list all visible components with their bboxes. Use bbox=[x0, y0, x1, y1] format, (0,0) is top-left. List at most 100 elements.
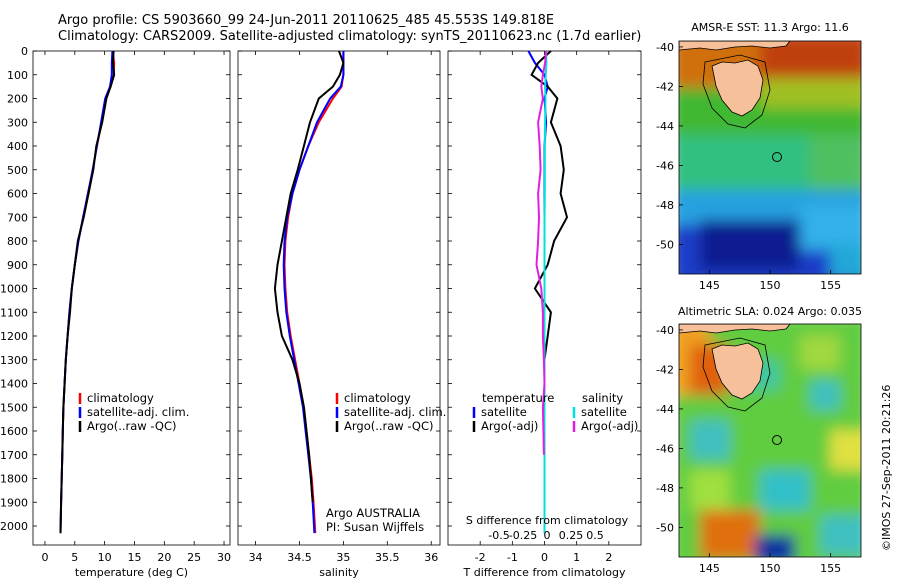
x-tick-label: 0 bbox=[41, 551, 48, 564]
sst-field bbox=[679, 41, 861, 274]
legend-label: satellite bbox=[481, 405, 527, 419]
map-y-tick-label: -46 bbox=[656, 159, 674, 172]
x-tick-label: 25 bbox=[187, 551, 201, 564]
sla-field bbox=[679, 324, 861, 557]
sla-map-panel: Altimetric SLA: 0.024 Argo: 0.035 bbox=[656, 305, 862, 575]
y-tick-label: 700 bbox=[7, 211, 28, 224]
axes-frame bbox=[237, 50, 441, 546]
series-line-s-argo-adj- bbox=[535, 50, 548, 455]
map-y-tick-label: -44 bbox=[656, 120, 674, 133]
s-tick-label: -0.25 bbox=[509, 529, 537, 542]
map-x-tick-label: 150 bbox=[760, 562, 781, 575]
y-tick-label: 300 bbox=[7, 116, 28, 129]
shelf-contour bbox=[702, 54, 771, 129]
legend-title-temperature: temperature bbox=[482, 391, 554, 405]
mainland-land bbox=[679, 41, 791, 51]
y-tick-label: 0 bbox=[21, 45, 28, 58]
map-x-tick-label: 150 bbox=[760, 279, 781, 292]
legend-label: Argo(..raw -QC) bbox=[344, 419, 434, 433]
y-tick-label: 1400 bbox=[0, 378, 28, 391]
y-tick-label: 100 bbox=[7, 69, 28, 82]
map-y-tick-label: -50 bbox=[656, 521, 674, 534]
legend-title-salinity: salinity bbox=[582, 391, 623, 405]
y-tick-label: 400 bbox=[7, 140, 28, 153]
y-tick-label: 500 bbox=[7, 164, 28, 177]
x-tick-label: -1 bbox=[507, 551, 518, 564]
legend-label: Argo(-adj) bbox=[581, 419, 638, 433]
map-y-tick-label: -42 bbox=[656, 80, 674, 93]
x-tick-label: 1 bbox=[573, 551, 580, 564]
sst-map-panel: AMSR-E SST: 11.3 Argo: 11.6 145 150 155 -40 bbox=[656, 21, 862, 292]
y-tick-label: 200 bbox=[7, 93, 28, 106]
axes-frame bbox=[32, 50, 231, 546]
x-axis-label: temperature (deg C) bbox=[75, 566, 188, 579]
x-tick-label: 34.5 bbox=[287, 551, 312, 564]
y-tick-label: 1300 bbox=[0, 354, 28, 367]
sst-map-title: AMSR-E SST: 11.3 Argo: 11.6 bbox=[691, 21, 849, 34]
x-tick-label: -2 bbox=[475, 551, 486, 564]
x-axis-label: T difference from climatology bbox=[463, 566, 626, 579]
x-tick-label: 35.5 bbox=[375, 551, 400, 564]
x-tick-label: 2 bbox=[605, 551, 612, 564]
x-tick-label: 36 bbox=[424, 551, 438, 564]
argo-position-marker bbox=[772, 152, 782, 162]
y-tick-label: 800 bbox=[7, 235, 28, 248]
header-line1: Argo profile: CS 5903660_99 24-Jun-2011 … bbox=[58, 13, 554, 28]
map-y-tick-label: -48 bbox=[656, 199, 674, 212]
legend-label: climatology bbox=[344, 391, 411, 405]
map-y-tick-label: -50 bbox=[656, 238, 674, 251]
legend-label: Argo(..raw -QC) bbox=[87, 419, 177, 433]
y-tick-label: 600 bbox=[7, 188, 28, 201]
map-y-tick-label: -46 bbox=[656, 442, 674, 455]
series-line-argo-raw-qc- bbox=[59, 50, 116, 534]
y-tick-label: 1200 bbox=[0, 330, 28, 343]
s-tick-label: 0 bbox=[544, 529, 551, 542]
x-tick-label: 35 bbox=[336, 551, 350, 564]
map-x-tick-label: 145 bbox=[699, 562, 720, 575]
s-tick-label: 0.25 bbox=[559, 529, 584, 542]
imos-stamp: ©IMOS 27-Sep-2011 20:21:26 bbox=[880, 385, 893, 551]
y-tick-label: 1700 bbox=[0, 449, 28, 462]
mainland-land-2 bbox=[679, 324, 791, 334]
argo-position-marker-2 bbox=[772, 435, 782, 445]
x-axis-label-top: S difference from climatology bbox=[466, 514, 629, 527]
x-tick-label: 15 bbox=[127, 551, 141, 564]
x-tick-label: 0 bbox=[541, 551, 548, 564]
salinity-panel: 34 34.5 35 35.5 36 salinity climatologysatelli… bbox=[237, 50, 446, 579]
map-x-tick-label: 155 bbox=[820, 279, 841, 292]
legend-label: satellite bbox=[581, 405, 627, 419]
y-tick-label: 1500 bbox=[0, 401, 28, 414]
argo-annotation-2: PI: Susan Wijffels bbox=[326, 520, 424, 534]
tasmania-land bbox=[711, 59, 764, 117]
y-tick-label: 1800 bbox=[0, 473, 28, 486]
shelf-contour-2 bbox=[702, 337, 771, 412]
map-x-tick-label: 145 bbox=[699, 279, 720, 292]
map-y-tick-label: -40 bbox=[656, 324, 674, 337]
tasmania-land-2 bbox=[711, 342, 764, 400]
y-tick-label: 1000 bbox=[0, 283, 28, 296]
map-y-tick-label: -44 bbox=[656, 403, 674, 416]
header-line2: Climatology: CARS2009. Satellite-adjuste… bbox=[58, 29, 641, 44]
difference-panel: -2 -1 0 1 2 T difference from climatology S di… bbox=[447, 50, 642, 579]
y-tick-label: 900 bbox=[7, 259, 28, 272]
map-x-tick-label: 155 bbox=[820, 562, 841, 575]
y-tick-label: 1900 bbox=[0, 496, 28, 509]
x-tick-label: 34 bbox=[249, 551, 263, 564]
s-tick-label: 0.5 bbox=[586, 529, 604, 542]
series-line-argo-raw-qc- bbox=[273, 50, 345, 503]
map-y-tick-label: -40 bbox=[656, 41, 674, 54]
temperature-panel: 0 5 10 15 20 25 30 temperature (deg C) 0 100 200 30… bbox=[0, 45, 231, 579]
map-y-tick-label: -42 bbox=[656, 363, 674, 376]
legend-label: satellite-adj. clim. bbox=[344, 405, 446, 419]
x-axis-label: salinity bbox=[319, 566, 359, 579]
map-y-tick-label: -48 bbox=[656, 482, 674, 495]
s-tick-label: -0.5 bbox=[488, 529, 509, 542]
x-tick-label: 10 bbox=[98, 551, 112, 564]
x-tick-label: 20 bbox=[157, 551, 171, 564]
y-tick-label: 1600 bbox=[0, 425, 28, 438]
x-tick-label: 30 bbox=[217, 551, 231, 564]
legend-label: satellite-adj. clim. bbox=[87, 405, 189, 419]
sla-map-title: Altimetric SLA: 0.024 Argo: 0.035 bbox=[678, 305, 862, 318]
y-tick-label: 2000 bbox=[0, 520, 28, 533]
